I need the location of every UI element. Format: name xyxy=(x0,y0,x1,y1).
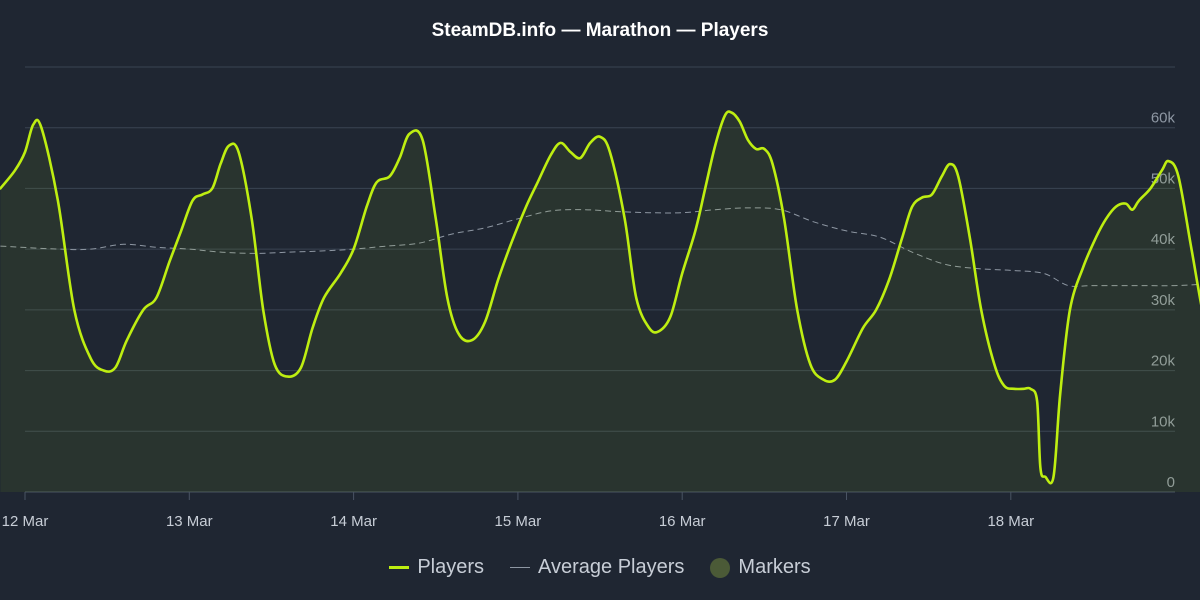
legend-label-players: Players xyxy=(417,556,485,578)
y-tick-label: 0 xyxy=(1167,474,1175,491)
series-line-average-players xyxy=(0,207,1200,287)
series-layer xyxy=(0,110,1200,492)
legend-label-markers: Markers xyxy=(738,556,811,578)
average-line-swatch xyxy=(510,567,531,568)
x-tick-label: 15 Mar xyxy=(495,513,542,530)
y-tick-labels: 0 10k 20k 30k 40k 50k 60k xyxy=(1151,110,1176,491)
grid-layer xyxy=(25,66,1175,493)
legend-label-average-players: Average Players xyxy=(538,556,685,578)
markers-dot-swatch xyxy=(710,557,731,578)
y-tick-label: 50k xyxy=(1151,170,1176,187)
series-area-players xyxy=(0,111,1200,492)
y-tick-label: 20k xyxy=(1151,353,1176,370)
x-tick-label: 18 Mar xyxy=(987,513,1034,530)
chart-title: SteamDB.info — Marathon — Players xyxy=(431,20,769,41)
series-line-players xyxy=(0,110,1200,485)
x-tick-label: 12 Mar xyxy=(2,513,49,530)
y-tick-label: 10k xyxy=(1151,413,1176,430)
legend: Players Average Players Markers xyxy=(0,556,1200,579)
x-tick-label: 16 Mar xyxy=(659,513,706,530)
y-tick-label: 30k xyxy=(1151,292,1176,309)
x-tick-labels: 12 Mar 13 Mar 14 Mar 15 Mar 16 Mar 17 Mar 18 M… xyxy=(2,492,1034,530)
legend-item-markers[interactable]: Markers xyxy=(710,556,811,579)
x-tick-label: 17 Mar xyxy=(823,513,870,530)
legend-item-players[interactable]: Players xyxy=(389,556,484,579)
y-tick-label: 60k xyxy=(1151,110,1176,127)
y-tick-label: 40k xyxy=(1151,231,1176,248)
x-tick-label: 13 Mar xyxy=(166,513,213,530)
legend-item-average-players[interactable]: Average Players xyxy=(510,556,684,579)
players-chart: 0 10k 20k 30k 40k 50k 60k 12 Mar 13 Mar 14 Mar 15… xyxy=(0,66,1200,530)
x-tick-label: 14 Mar xyxy=(330,513,377,530)
players-line-swatch xyxy=(389,566,410,569)
